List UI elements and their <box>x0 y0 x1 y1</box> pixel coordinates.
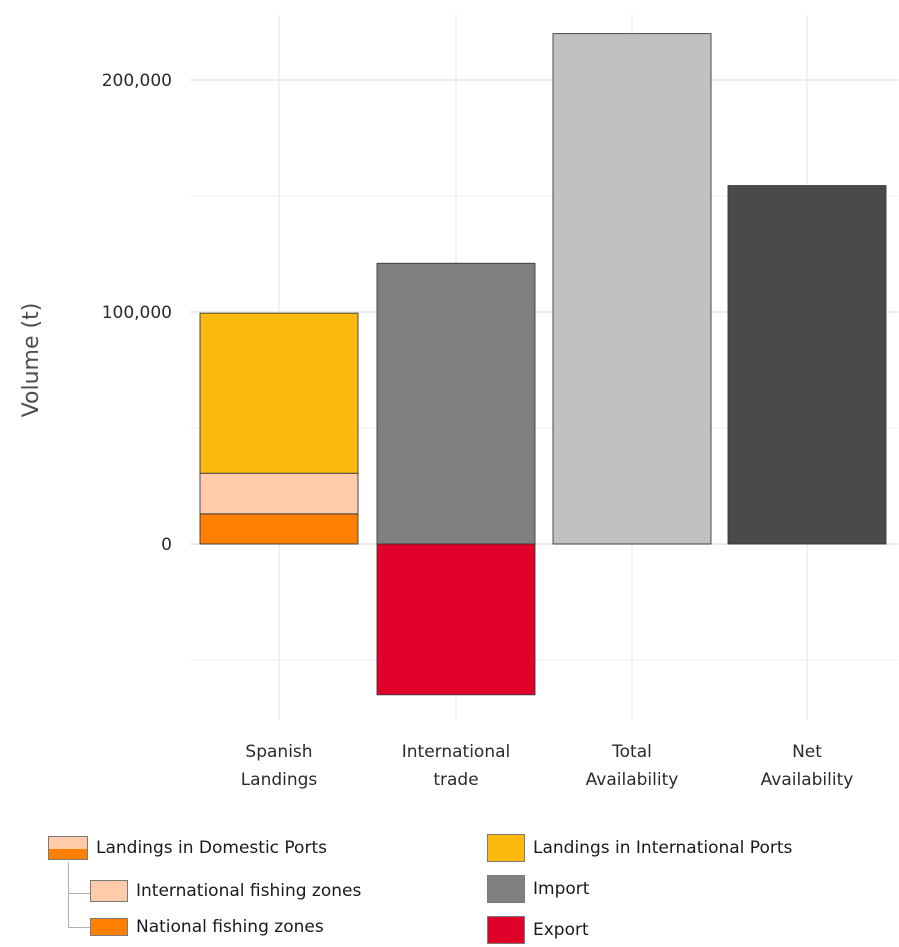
bar-landings-in-international-ports <box>199 312 359 474</box>
x-tick-label-line2: Availability <box>586 770 679 790</box>
legend-item-international-ports: Landings in International Ports <box>487 834 792 862</box>
legend-label-international-ports: Landings in International Ports <box>533 838 793 858</box>
x-axis-ticks: Spanish Landings International trade Total Av… <box>241 742 854 790</box>
bar-import <box>376 262 536 545</box>
legend-item-domestic-ports: Landings in Domestic Ports <box>48 836 327 860</box>
x-tick-label-line1: International <box>402 742 511 762</box>
x-tick-label-line2: Availability <box>761 770 854 790</box>
legend-item-import: Import <box>487 875 589 903</box>
y-tick-label: 100,000 <box>102 303 172 323</box>
bar-total-availability <box>552 33 712 545</box>
domestic-ports-swatch <box>48 836 88 860</box>
legend-label-domestic-ports: Landings in Domestic Ports <box>96 838 327 858</box>
x-tick-label-line1: Net <box>792 742 822 762</box>
x-tick-label-line1: Spanish <box>245 742 312 762</box>
international-ports-swatch <box>487 834 525 862</box>
bar-export <box>376 543 536 696</box>
legend-item-international-zones: International fishing zones <box>90 880 361 902</box>
x-tick-label-line1: Total <box>611 742 652 762</box>
legend-item-national-zones: National fishing zones <box>90 917 324 937</box>
legend-label-national-zones: National fishing zones <box>136 917 324 937</box>
legend-label-export: Export <box>533 920 589 940</box>
legend-item-export: Export <box>487 916 589 944</box>
legend-label-international-zones: International fishing zones <box>136 881 362 901</box>
y-axis-title: Volume (t) <box>19 303 44 418</box>
import-swatch <box>487 875 525 903</box>
bar-international-fishing-zones <box>199 472 359 515</box>
y-axis-ticks: 0 100,000 200,000 <box>102 71 172 555</box>
national-zones-swatch <box>90 918 128 936</box>
x-tick-label-line2: trade <box>433 770 478 790</box>
y-tick-label: 200,000 <box>102 71 172 91</box>
bar-national-fishing-zones <box>199 513 359 545</box>
bar-net-availability <box>727 185 887 545</box>
x-tick-label-line2: Landings <box>241 770 318 790</box>
legend-label-import: Import <box>533 879 590 899</box>
international-zones-swatch <box>90 880 128 902</box>
export-swatch <box>487 916 525 944</box>
y-tick-label: 0 <box>161 535 172 555</box>
bars <box>199 33 887 696</box>
